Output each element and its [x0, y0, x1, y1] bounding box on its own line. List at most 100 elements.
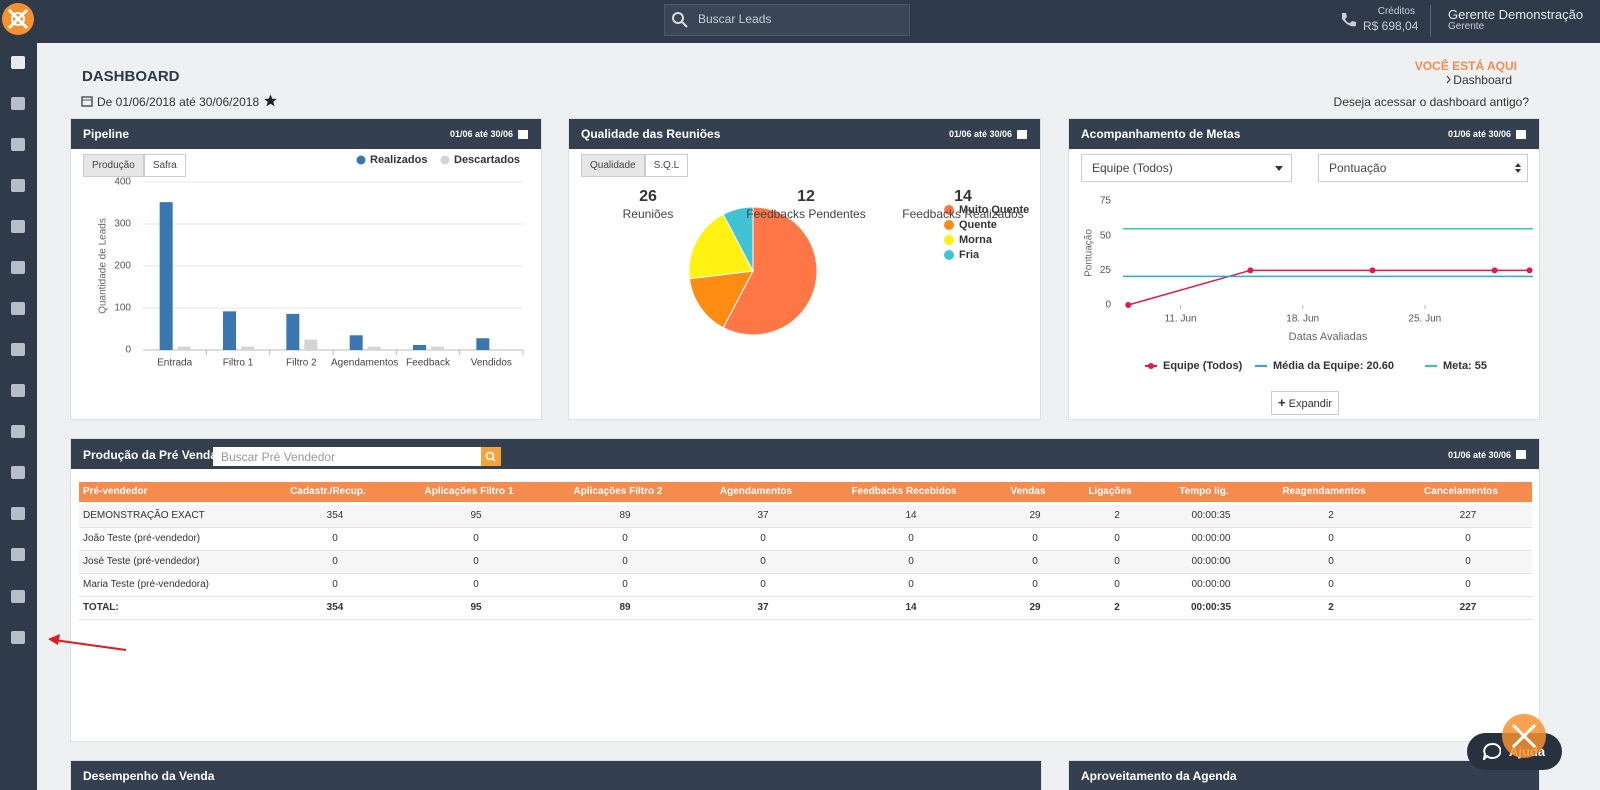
breadcrumb-item[interactable]: Dashboard: [1453, 73, 1512, 87]
column-header[interactable]: Agendamentos: [719, 486, 793, 497]
panel-header: Desempenho da Venda: [71, 761, 1041, 790]
tab[interactable]: Qualidade: [581, 154, 645, 177]
nav-icon[interactable]: [11, 384, 25, 397]
column-header[interactable]: Vendas: [1010, 486, 1046, 497]
tab[interactable]: Produção: [83, 154, 144, 177]
panel-title: Desempenho da Venda: [83, 769, 215, 783]
nav-icon[interactable]: [11, 261, 25, 274]
table-cell: 37: [757, 510, 769, 521]
tab[interactable]: Safra: [143, 154, 186, 177]
calendar-icon[interactable]: [1016, 128, 1028, 140]
column-header[interactable]: Reagendamentos: [1282, 486, 1366, 497]
panel-date: 01/06 até 30/06: [1447, 129, 1511, 139]
table-cell: Maria Teste (pré-vendedora): [83, 579, 209, 590]
annotation-arrow: [48, 634, 127, 651]
x-tick-label: Filtro 2: [286, 358, 317, 369]
sidebar: [0, 43, 37, 790]
column-header[interactable]: Cancelamentos: [1424, 486, 1498, 497]
legend-swatch: [944, 205, 954, 215]
y-tick-label: 300: [114, 219, 131, 230]
button-label: Expandir: [1288, 398, 1333, 410]
nav-icon[interactable]: [11, 179, 25, 192]
calendar-icon[interactable]: [1515, 448, 1527, 460]
series-line: [1128, 269, 1530, 306]
nav-icon[interactable]: [11, 507, 25, 520]
pie-slice: [688, 270, 754, 329]
table-cell: 0: [1465, 533, 1471, 544]
table-cell: 354: [326, 602, 344, 613]
nav-icon[interactable]: [11, 590, 25, 603]
column-header[interactable]: Feedbacks Recebidos: [851, 486, 957, 497]
table-cell: 0: [1114, 579, 1120, 590]
column-header[interactable]: Aplicações Filtro 1: [424, 486, 514, 497]
panel-date: 01/06 até 30/06: [449, 129, 513, 139]
table-cell: 0: [1032, 556, 1038, 567]
column-header[interactable]: Aplicações Filtro 2: [573, 486, 663, 497]
column-header[interactable]: Tempo lig.: [1179, 486, 1229, 497]
nav-icon[interactable]: [11, 302, 25, 315]
stat-label: Feedbacks Pendentes: [746, 207, 866, 221]
x-tick-label: Feedback: [406, 358, 451, 369]
select[interactable]: Pontuação: [1318, 154, 1528, 182]
goals-panel: Acompanhamento de Metas 01/06 até 30/06 E…: [1068, 118, 1540, 420]
search-icon: [672, 12, 688, 28]
table-cell: TOTAL:: [83, 602, 119, 613]
y-tick-label: 0: [1105, 300, 1111, 311]
expand-button[interactable]: + Expandir: [1271, 391, 1339, 415]
table-cell: 37: [757, 602, 769, 613]
search-input[interactable]: Buscar Pré Vendedor: [213, 447, 481, 466]
point: [1526, 267, 1533, 274]
nav-icon[interactable]: [11, 220, 25, 233]
calendar-icon[interactable]: [517, 128, 529, 140]
column-header[interactable]: Cadastr./Recup.: [290, 486, 366, 497]
user-name[interactable]: Gerente Demonstração: [1448, 7, 1584, 22]
select[interactable]: Equipe (Todos): [1081, 154, 1292, 182]
old-dashboard-link[interactable]: Deseja acessar o dashboard antigo?: [1333, 95, 1529, 109]
y-axis-title: Pontuação: [1084, 229, 1095, 277]
stat-label: Reuniões: [622, 207, 674, 221]
column-header[interactable]: Pré-vendedor: [83, 486, 148, 497]
nav-icon[interactable]: [11, 631, 25, 644]
nav-icon[interactable]: [11, 466, 25, 479]
legend-swatch: [944, 250, 954, 260]
nav-icon[interactable]: [11, 97, 25, 110]
star-icon[interactable]: [264, 94, 277, 107]
nav-icon[interactable]: [11, 343, 25, 356]
bar: [476, 338, 490, 350]
sidebar-icons: [11, 56, 25, 644]
y-tick-label: 0: [125, 345, 131, 356]
table-cell: 0: [1328, 556, 1334, 567]
table-cell: José Teste (pré-vendedor): [83, 556, 200, 567]
nav-icon[interactable]: [11, 138, 25, 151]
table-header-row: [79, 482, 1532, 502]
tabs: Qualidade S.Q.L: [581, 154, 689, 177]
table-cell: 0: [622, 533, 628, 544]
table-cell: 0: [908, 556, 914, 567]
y-tick-label: 75: [1100, 196, 1112, 207]
tab[interactable]: S.Q.L: [644, 154, 689, 177]
table-cell: 0: [908, 533, 914, 544]
search-button[interactable]: [481, 447, 501, 466]
nav-icon[interactable]: [11, 425, 25, 438]
logo[interactable]: [0, 0, 37, 40]
x-axis-title: Datas Avaliadas: [1289, 331, 1368, 343]
date-range: De 01/06/2018 até 30/06/2018: [97, 95, 260, 109]
nav-icon[interactable]: [11, 548, 25, 561]
calendar-icon[interactable]: [1515, 128, 1527, 140]
panel-title: Aproveitamento da Agenda: [1081, 769, 1237, 783]
search-box[interactable]: [664, 4, 910, 36]
user-role: Gerente: [1448, 21, 1485, 32]
x-tick-label: 11. Jun: [1165, 314, 1197, 325]
nav-icon[interactable]: [11, 56, 25, 69]
panel-date: 01/06 até 30/06: [948, 129, 1012, 139]
table-cell: 89: [619, 602, 631, 613]
legend-label: Muito Quente: [959, 204, 1029, 216]
quality-panel: Qualidade das Reuniões 01/06 até 30/06 Qu…: [568, 118, 1041, 420]
table-cell: 00:00:00: [1191, 556, 1231, 567]
column-header[interactable]: Ligações: [1088, 486, 1132, 497]
phone-icon: [1342, 13, 1356, 27]
x-tick-label: Vendidos: [471, 358, 512, 369]
divider: [1430, 5, 1431, 37]
caret: [1275, 166, 1283, 171]
stat-value: 14: [954, 188, 972, 205]
